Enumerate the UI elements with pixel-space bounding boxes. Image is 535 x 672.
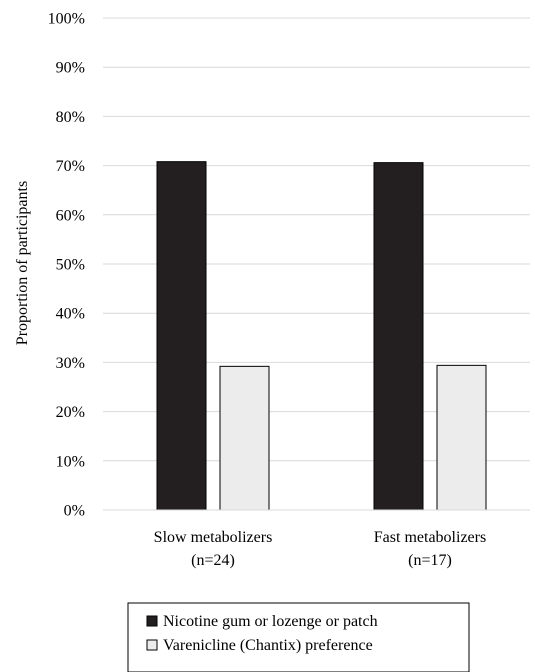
legend-swatch	[146, 615, 158, 627]
bar-nicotine-1	[373, 162, 424, 511]
category-label: (n=24)	[191, 552, 235, 569]
bar-nicotine-0	[156, 161, 207, 511]
y-tick-label: 90%	[56, 60, 85, 77]
y-tick-label: 30%	[56, 355, 85, 372]
bar-varenicline-0	[219, 365, 270, 511]
y-axis-title: Proportion of participants	[14, 181, 31, 345]
y-tick-label: 80%	[56, 109, 85, 126]
category-label: Slow metabolizers	[154, 529, 273, 546]
y-tick-label: 70%	[56, 158, 85, 175]
legend-label: Nicotine gum or lozenge or patch	[163, 613, 378, 630]
y-tick-label: 50%	[56, 257, 85, 274]
category-labels: Slow metabolizers (n=24) Fast metabolizers…	[154, 529, 487, 569]
bar-varenicline-1	[436, 364, 487, 511]
y-tick-label: 10%	[56, 453, 85, 470]
y-tick-label: 40%	[56, 306, 85, 323]
y-tick-label: 0%	[64, 503, 85, 520]
y-tick-label: 60%	[56, 207, 85, 224]
category-label: Fast metabolizers	[374, 529, 486, 546]
legend: Nicotine gum or lozenge or patch Varenicl…	[127, 602, 470, 672]
category-label: (n=17)	[408, 552, 452, 569]
legend-box	[127, 602, 470, 672]
legend-swatch	[146, 639, 158, 651]
y-tick-label: 100%	[48, 11, 85, 28]
legend-label: Varenicline (Chantix) preference	[163, 637, 373, 654]
bars	[156, 161, 487, 511]
y-tick-label: 20%	[56, 404, 85, 421]
y-axis-ticks: 0% 10% 20% 30% 40% 50% 60% 70% 80% 90% 100%	[48, 11, 85, 520]
